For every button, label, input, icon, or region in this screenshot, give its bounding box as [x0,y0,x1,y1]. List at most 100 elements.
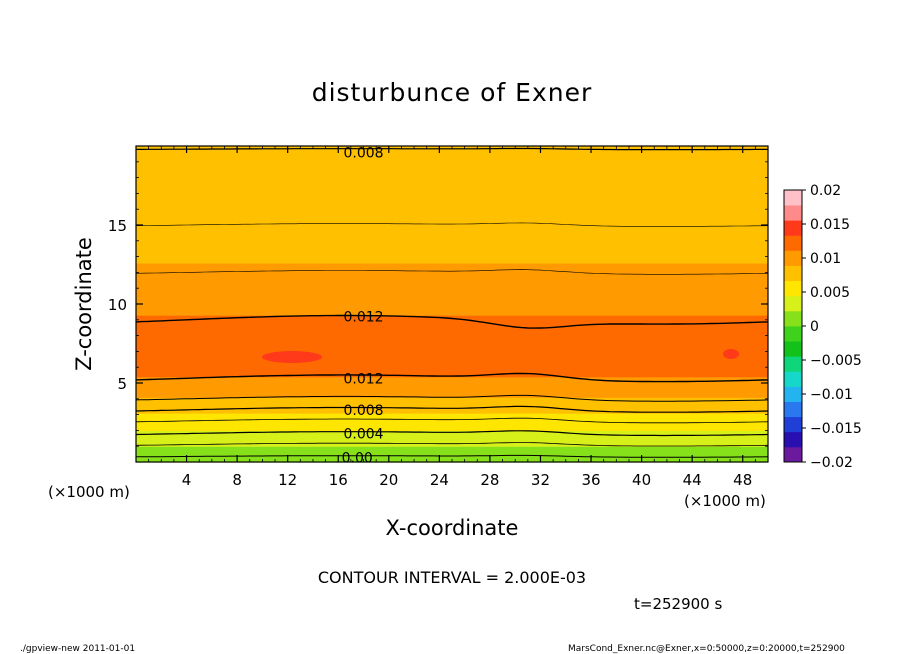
color-band [136,450,768,454]
color-band [136,419,768,422]
color-band [136,269,768,272]
color-band [136,381,768,384]
contour-line [135,314,769,329]
color-band [136,443,768,446]
color-band [136,194,768,198]
color-band [136,362,768,365]
x-tick-label: 20 [379,471,398,489]
color-band [136,213,768,217]
color-band [136,455,768,458]
color-band [136,220,768,223]
color-band [136,390,768,394]
color-band [136,242,768,245]
color-band [136,367,768,370]
color-band [136,292,768,296]
colorbar-segment [784,386,802,402]
color-band [136,378,768,381]
color-band [136,210,768,213]
color-band [136,313,768,316]
color-band [136,405,768,408]
color-band [136,360,768,364]
contour-line [135,372,769,383]
color-band [136,338,768,341]
contour-line [135,442,769,447]
contour-label: 0.008 [343,145,383,161]
color-band [136,351,768,354]
color-band [136,310,768,313]
high-value-patches [262,349,739,363]
colorbar-tick-label: 0.015 [810,217,850,233]
color-band [136,198,768,201]
color-band [136,248,768,251]
color-band [136,243,768,247]
color-band [136,321,768,324]
colorbar-tick-label: −0.005 [810,353,862,369]
color-band [136,364,768,367]
color-band [136,334,768,337]
color-bands [136,146,768,463]
color-band [136,349,768,352]
color-band [136,236,768,239]
color-band [136,431,768,435]
x-tick-label: 28 [480,471,499,489]
color-band [136,188,768,191]
color-band [136,315,768,318]
contour-line [136,454,769,458]
colorbar-segment [784,371,802,387]
max-patch-left [262,351,322,363]
color-band [136,258,768,261]
color-band [136,215,768,218]
color-band [136,387,768,390]
color-band [136,291,768,294]
colorbar: 0.02 0.015 0.01 0.005 0 −0.005 −0.01 −0.015 −0.0… [783,183,862,471]
colorbar-segment [784,280,802,297]
colorbar-segment [784,250,802,266]
colorbar-tick-label: 0.01 [810,251,841,267]
color-band [136,416,768,419]
color-band [136,168,768,171]
color-band [136,196,768,199]
colorbar-segment [784,326,802,342]
color-band [136,163,768,166]
footer-left: ./gpview-new 2011-01-01 [20,644,135,654]
contour-lines [135,147,769,458]
color-band [136,346,768,349]
color-band [136,352,768,356]
color-band [136,400,768,403]
color-band [136,379,768,383]
color-band [136,371,768,375]
color-band [136,150,768,153]
color-band [136,231,768,234]
color-band [136,389,768,392]
color-band [136,251,768,255]
x-axis-label: X-coordinate [386,516,519,540]
color-band [136,155,768,158]
contour-line [135,430,769,437]
color-band [136,275,768,278]
color-band [136,161,768,164]
x-tick-label: 12 [278,471,297,489]
color-band [136,401,768,405]
color-band [136,149,768,152]
color-band [136,411,768,414]
color-band [136,164,768,168]
color-band [136,171,768,174]
color-band [136,356,768,359]
color-band [136,283,768,286]
color-band [136,289,768,292]
colorbar-segment [784,431,802,448]
color-band [136,193,768,196]
contour-interval-note: CONTOUR INTERVAL = 2.000E-03 [318,568,586,587]
color-band [136,341,768,345]
colorbar-segment [784,295,802,312]
color-band [136,376,768,379]
x-unit-left: (×1000 m) [48,483,130,501]
colorbar-segment [784,190,802,206]
color-band [136,169,768,172]
color-band [136,326,768,329]
color-band [136,436,768,439]
color-band [136,446,768,449]
y-tick-label: 10 [108,296,127,314]
color-band [136,160,768,163]
